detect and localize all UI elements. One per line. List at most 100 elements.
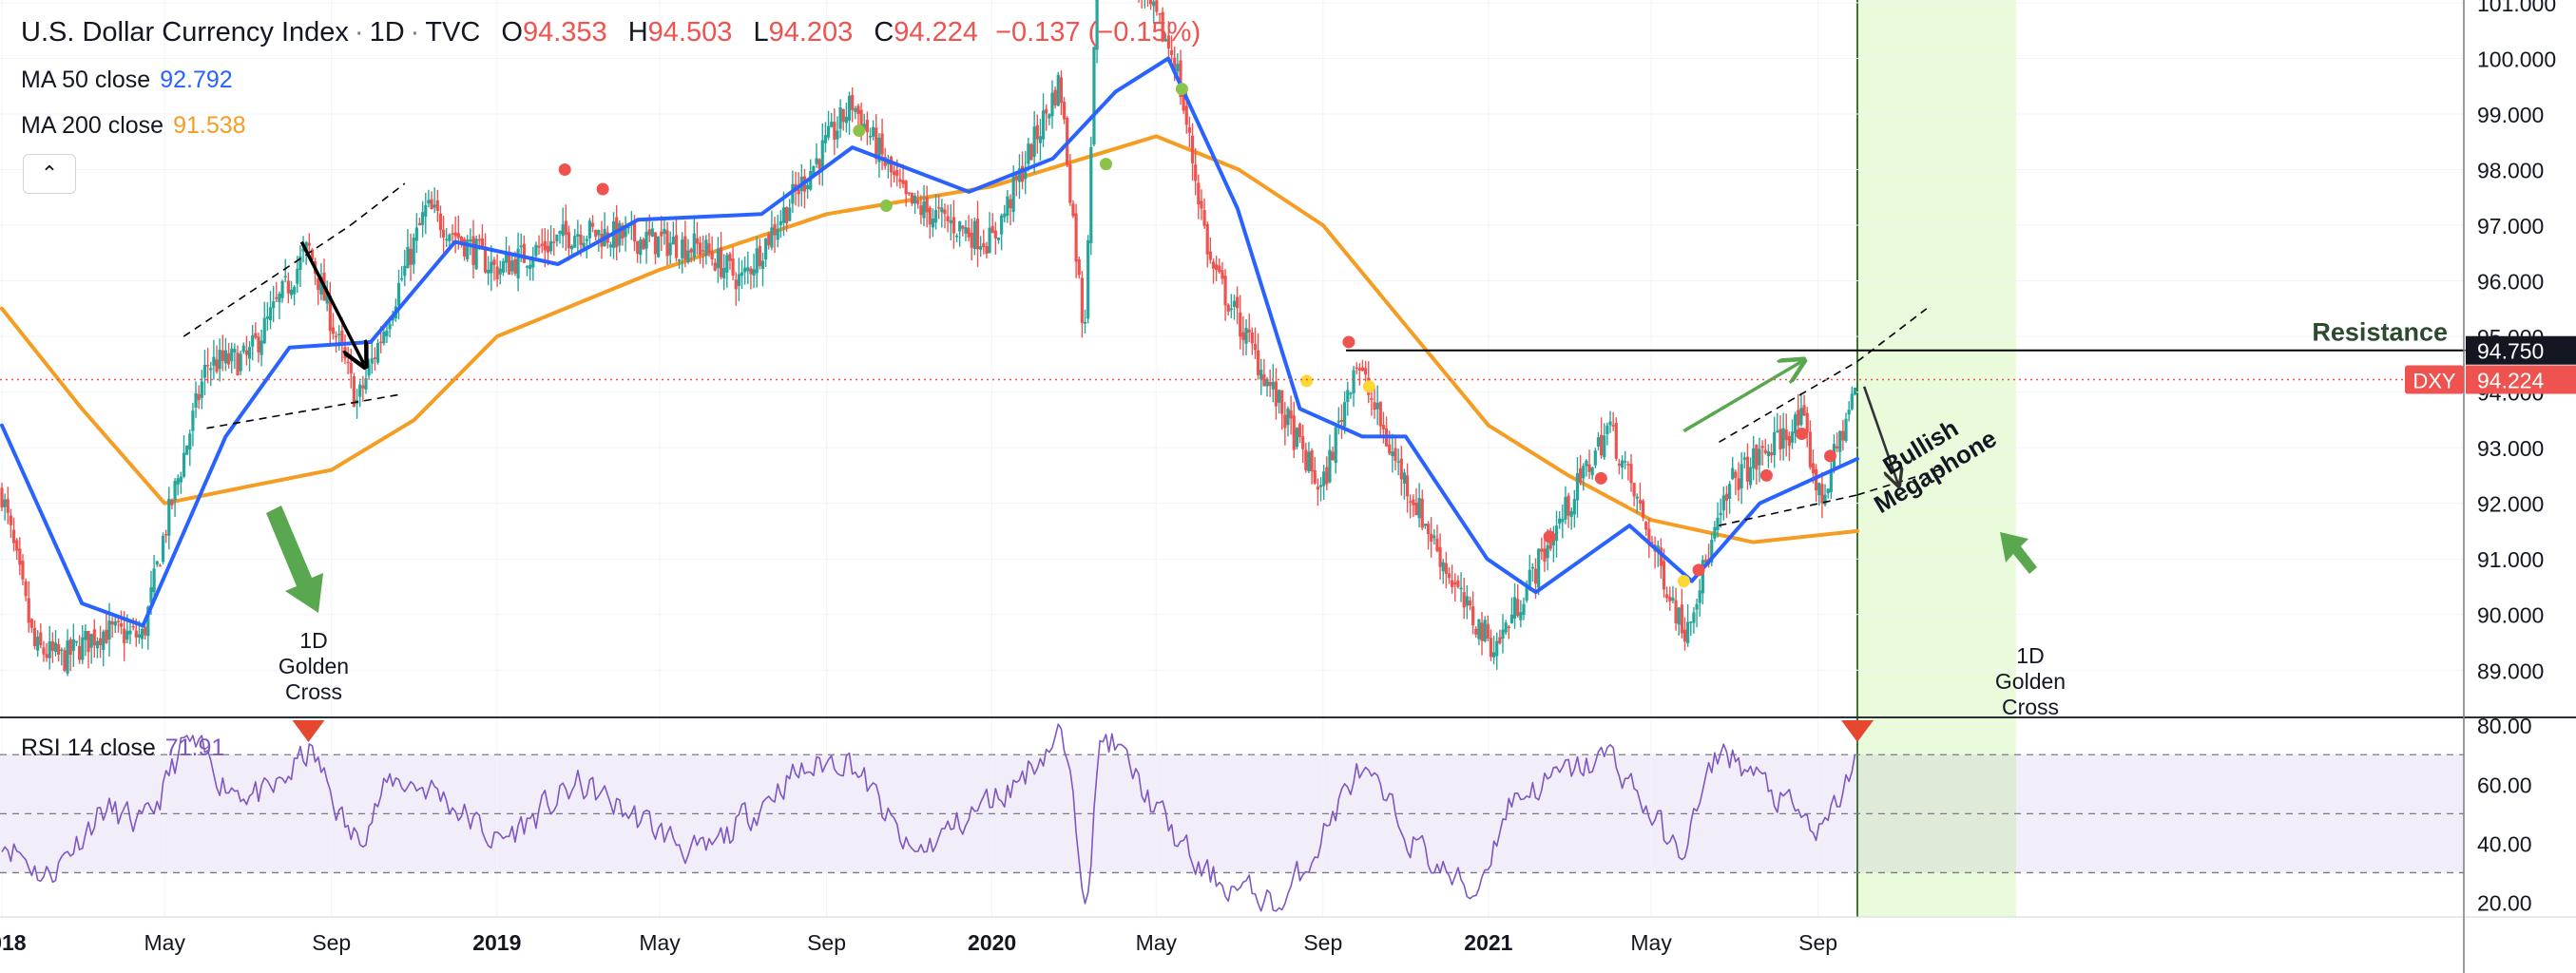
candle-body (1471, 606, 1475, 626)
signal-marker (1543, 530, 1556, 544)
candle-body (1423, 524, 1427, 526)
chart-legend-header: U.S. Dollar Currency Index · 1D · TVC O94.35… (21, 17, 1201, 48)
candle-body (996, 238, 1001, 240)
candle-body (964, 227, 968, 234)
candle-body (1339, 419, 1344, 422)
candle-body (546, 245, 550, 253)
candle-body (582, 242, 586, 249)
candle-body (498, 268, 502, 275)
candle-body (1444, 563, 1448, 574)
candle-body (1853, 387, 1857, 395)
candle-body (590, 222, 595, 227)
candle-body (534, 244, 538, 257)
candle-body (1572, 499, 1576, 515)
candle-body (522, 243, 526, 263)
candle-body (1769, 452, 1774, 456)
candle-body (1009, 199, 1012, 209)
candle-body (137, 634, 142, 638)
ma50-legend[interactable]: MA 50 close 92.792 (21, 67, 233, 94)
candle-body (435, 200, 439, 211)
interval-label[interactable]: 1D (369, 17, 405, 48)
candle-body (1451, 580, 1454, 587)
candle-body (328, 295, 332, 332)
candle-body (567, 232, 571, 249)
candle-body (340, 331, 344, 346)
candle-body (1593, 450, 1597, 466)
time-tick-label: 2021 (1464, 930, 1512, 955)
candle-body (872, 126, 875, 137)
candle-body (988, 227, 991, 254)
candle-body (1223, 276, 1227, 306)
candle-body (262, 317, 266, 344)
ma200-legend[interactable]: MA 200 close 91.538 (21, 112, 246, 140)
rsi-overbought-marker (1841, 720, 1874, 742)
candle-body (474, 238, 478, 270)
candle-body (1752, 448, 1756, 468)
candle-body (307, 242, 311, 246)
candle-body (681, 239, 684, 258)
candle-body (1205, 223, 1209, 255)
candle-body (334, 335, 338, 337)
candle-body (176, 478, 180, 485)
candle-body (1202, 210, 1206, 226)
candle-body (1092, 47, 1096, 145)
candle-body (1611, 425, 1615, 427)
candle-body (158, 564, 162, 567)
candle-body (954, 236, 959, 238)
candle-body (396, 282, 401, 306)
candle-body (913, 195, 917, 204)
rsi-tick-label: 80.00 (2477, 714, 2532, 738)
candle-body (296, 268, 299, 284)
ma50-label: MA 50 close (21, 67, 151, 93)
candle-body (1713, 526, 1717, 539)
candle-body (573, 236, 577, 248)
rsi-legend[interactable]: RSI 14 close 71.91 (21, 735, 224, 762)
high-label: H (627, 17, 648, 48)
candle-body (406, 246, 410, 268)
candle-body (558, 231, 562, 235)
candle-body (370, 358, 374, 364)
candle-body (1027, 143, 1030, 164)
candle-body (1158, 12, 1162, 15)
candle-body (660, 231, 663, 237)
candle-body (1435, 538, 1439, 551)
candle-body (1844, 418, 1848, 442)
candle-body (1477, 619, 1481, 639)
candle-body (1635, 496, 1639, 499)
candle-body (1166, 35, 1171, 48)
symbol-name[interactable]: U.S. Dollar Currency Index (21, 17, 349, 48)
candle-body (48, 640, 51, 658)
time-tick-label: Sep (807, 930, 846, 955)
candle-body (880, 133, 884, 155)
candle-body (1799, 408, 1803, 426)
candle-body (1823, 494, 1827, 506)
candle-body (310, 249, 315, 260)
candle-body (304, 241, 308, 253)
candle-body (686, 250, 690, 263)
signal-marker (1362, 380, 1375, 393)
candle-body (823, 135, 828, 143)
collapse-legend-button[interactable]: ⌃ (23, 154, 76, 194)
candle-body (490, 261, 493, 274)
candle-body (1083, 321, 1087, 324)
candle-body (1029, 143, 1033, 161)
candle-body (480, 238, 485, 248)
price-tick-label: 97.000 (2477, 214, 2544, 238)
candle-body (361, 385, 365, 389)
candle-body (865, 120, 869, 133)
resistance-axis-badge (2466, 335, 2576, 365)
candle-body (543, 240, 547, 251)
candle-body (933, 210, 938, 223)
price-tick-label: 91.000 (2477, 547, 2544, 572)
candle-body (1838, 430, 1842, 452)
rsi-tick-label: 60.00 (2477, 773, 2532, 797)
ma200-line (0, 134, 1859, 544)
price-tick-label: 96.000 (2477, 270, 2544, 295)
candle-body (674, 235, 679, 258)
candle-body (125, 630, 129, 640)
candle-body (1596, 437, 1601, 447)
candle-body (131, 625, 135, 628)
candle-body (752, 269, 756, 276)
candle-body (1080, 277, 1084, 323)
